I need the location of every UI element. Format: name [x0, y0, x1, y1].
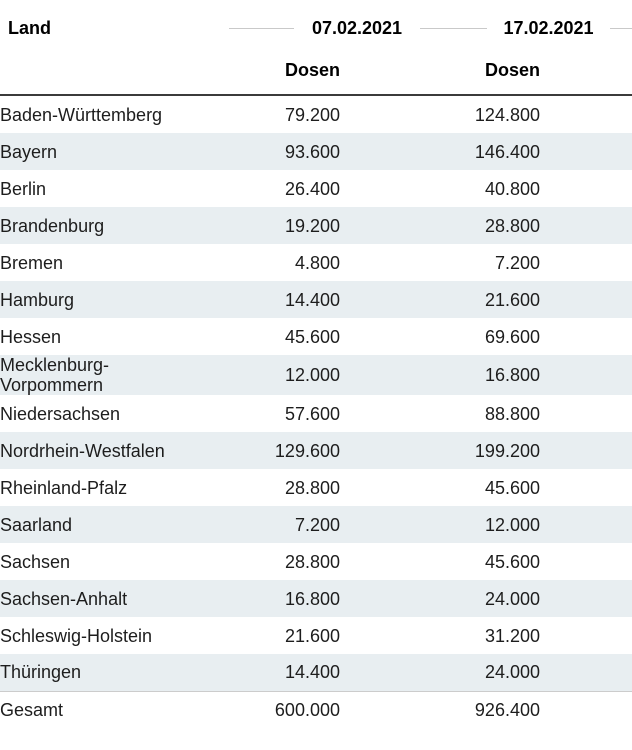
land-cell: Thüringen: [0, 662, 82, 683]
table-row: Niedersachsen 57.600 88.800: [0, 395, 632, 432]
land-cell: Hamburg: [0, 289, 75, 310]
spacer-cell: [540, 281, 632, 318]
spacer-cell: [540, 432, 632, 469]
header-divider-line: [229, 27, 294, 29]
spacer-cell: [540, 318, 632, 355]
doses-07-02-cell: 93.600: [284, 141, 340, 162]
table-row: Bayern 93.600 146.400: [0, 133, 632, 170]
doses-17-02-cell: 12.000: [484, 514, 540, 535]
doses-07-02-cell: 28.800: [284, 551, 340, 572]
land-cell: Berlin: [0, 178, 47, 199]
table-row: Thüringen 14.400 24.000: [0, 654, 632, 691]
header-divider-line: [610, 27, 632, 29]
doses-table: Baden-Württemberg 79.200 124.800 Bayern 93.6…: [0, 96, 632, 728]
doses-07-02-cell: 28.800: [284, 477, 340, 498]
doses-17-02-cell: 7.200: [494, 252, 540, 273]
doses-17-02-cell: 124.800: [474, 104, 540, 125]
subheader-row: Dosen Dosen: [0, 46, 632, 94]
doses-subheader-2: Dosen: [484, 59, 540, 80]
doses-07-02-cell: 129.600: [274, 440, 340, 461]
doses-17-02-cell: 31.200: [484, 625, 540, 646]
spacer-cell: [540, 691, 632, 728]
spacer-cell: [540, 96, 632, 133]
doses-07-02-cell: 14.400: [284, 662, 340, 683]
land-cell: Bayern: [0, 141, 58, 162]
doses-subheader-1: Dosen: [284, 59, 340, 80]
land-cell: Mecklenburg- Vorpommern: [0, 355, 110, 395]
total-row: Gesamt 600.000 926.400: [0, 691, 632, 728]
doses-17-02-cell: 146.400: [474, 141, 540, 162]
date-group-header-2: 17.02.2021: [503, 17, 594, 38]
table-row: Hessen 45.600 69.600: [0, 318, 632, 355]
doses-17-02-cell: 28.800: [484, 215, 540, 236]
doses-07-02-cell: 7.200: [294, 514, 340, 535]
table-row: Mecklenburg- Vorpommern 12.000 16.800: [0, 355, 632, 395]
doses-table-widget: Land 07.02.2021 17.02.2021 Dosen Dosen B…: [0, 0, 632, 728]
doses-17-02-cell: 88.800: [484, 403, 540, 424]
table-header: Land 07.02.2021 17.02.2021 Dosen Dosen: [0, 0, 632, 96]
doses-17-02-cell: 199.200: [474, 440, 540, 461]
table-row: Hamburg 14.400 21.600: [0, 281, 632, 318]
spacer-cell: [540, 395, 632, 432]
land-cell: Sachsen-Anhalt: [0, 588, 128, 609]
doses-07-02-cell: 4.800: [294, 252, 340, 273]
land-cell: Saarland: [0, 514, 73, 535]
spacer-cell: [540, 244, 632, 281]
total-doses-17-02-cell: 926.400: [474, 699, 540, 720]
spacer-cell: [540, 580, 632, 617]
table-row: Nordrhein-Westfalen 129.600 199.200: [0, 432, 632, 469]
doses-07-02-cell: 45.600: [284, 326, 340, 347]
spacer-cell: [540, 617, 632, 654]
doses-17-02-cell: 69.600: [484, 326, 540, 347]
doses-17-02-cell: 24.000: [484, 662, 540, 683]
spacer-cell: [540, 469, 632, 506]
table-row: Schleswig-Holstein 21.600 31.200: [0, 617, 632, 654]
doses-07-02-cell: 26.400: [284, 178, 340, 199]
table-row: Sachsen-Anhalt 16.800 24.000: [0, 580, 632, 617]
column-group-header: Land 07.02.2021 17.02.2021: [0, 10, 632, 46]
land-cell: Niedersachsen: [0, 403, 121, 424]
table-row: Berlin 26.400 40.800: [0, 170, 632, 207]
doses-07-02-cell: 57.600: [284, 403, 340, 424]
spacer-cell: [540, 170, 632, 207]
land-cell: Sachsen: [0, 551, 71, 572]
land-cell: Hessen: [0, 326, 62, 347]
land-cell: Bremen: [0, 252, 64, 273]
land-cell: Brandenburg: [0, 215, 105, 236]
date-group-header-1: 07.02.2021: [311, 17, 403, 38]
table-body: Baden-Württemberg 79.200 124.800 Bayern 93.6…: [0, 96, 632, 691]
spacer-cell: [540, 133, 632, 170]
land-column-header: Land: [8, 17, 51, 38]
table-row: Rheinland-Pfalz 28.800 45.600: [0, 469, 632, 506]
doses-07-02-cell: 21.600: [284, 625, 340, 646]
total-doses-07-02-cell: 600.000: [274, 699, 340, 720]
doses-07-02-cell: 16.800: [284, 588, 340, 609]
land-cell: Nordrhein-Westfalen: [0, 440, 165, 461]
doses-17-02-cell: 24.000: [484, 588, 540, 609]
doses-17-02-cell: 21.600: [484, 289, 540, 310]
doses-07-02-cell: 79.200: [284, 104, 340, 125]
spacer-cell: [540, 506, 632, 543]
doses-17-02-cell: 45.600: [484, 477, 540, 498]
doses-07-02-cell: 19.200: [284, 215, 340, 236]
land-cell: Baden-Württemberg: [0, 104, 163, 125]
spacer-cell: [540, 654, 632, 691]
table-row: Sachsen 28.800 45.600: [0, 543, 632, 580]
doses-07-02-cell: 12.000: [284, 365, 340, 385]
table-row: Baden-Württemberg 79.200 124.800: [0, 96, 632, 133]
total-label-cell: Gesamt: [0, 699, 64, 720]
doses-17-02-cell: 45.600: [484, 551, 540, 572]
table-row: Bremen 4.800 7.200: [0, 244, 632, 281]
table-row: Saarland 7.200 12.000: [0, 506, 632, 543]
spacer-cell: [540, 355, 632, 395]
land-cell: Rheinland-Pfalz: [0, 477, 128, 498]
spacer-cell: [540, 207, 632, 244]
header-divider-line: [420, 27, 487, 29]
doses-17-02-cell: 40.800: [484, 178, 540, 199]
spacer-cell: [540, 543, 632, 580]
doses-07-02-cell: 14.400: [284, 289, 340, 310]
table-row: Brandenburg 19.200 28.800: [0, 207, 632, 244]
land-cell: Schleswig-Holstein: [0, 625, 153, 646]
doses-17-02-cell: 16.800: [484, 365, 540, 385]
